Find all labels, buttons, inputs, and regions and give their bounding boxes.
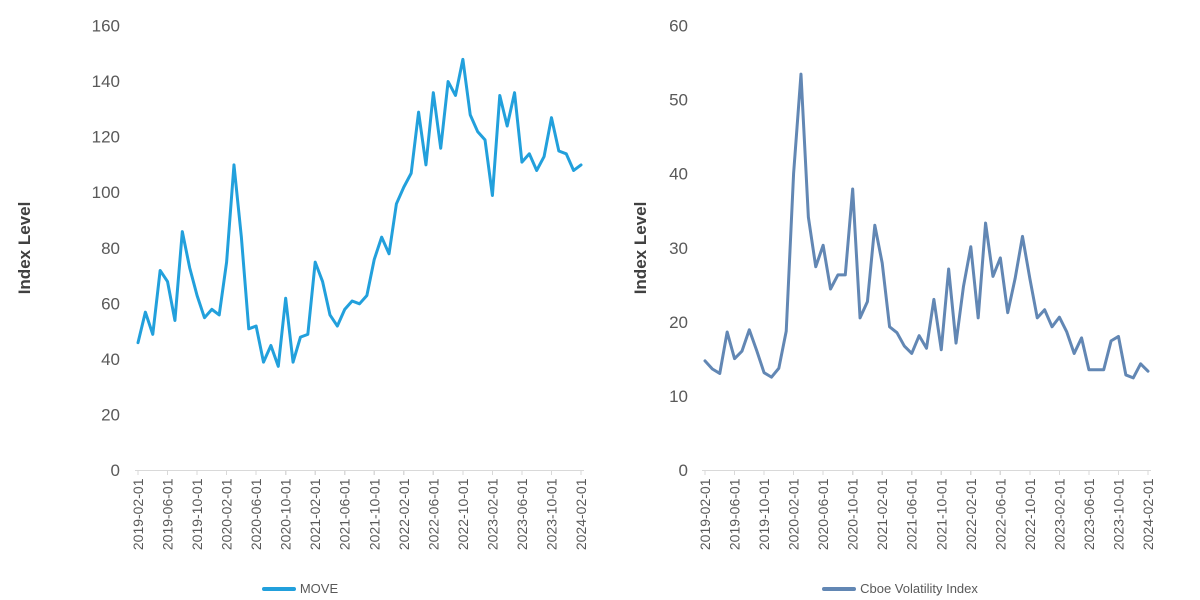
y-axis-title: Index Level [631, 202, 650, 295]
svg-text:2022-02-01: 2022-02-01 [396, 478, 412, 550]
svg-text:2019-02-01: 2019-02-01 [697, 478, 713, 550]
svg-text:2021-06-01: 2021-06-01 [904, 478, 920, 550]
svg-text:2020-02-01: 2020-02-01 [219, 478, 235, 550]
svg-text:30: 30 [669, 239, 688, 258]
vix-legend: Cboe Volatility Index [600, 581, 1200, 596]
svg-text:0: 0 [111, 461, 120, 480]
svg-text:10: 10 [669, 387, 688, 406]
svg-text:2019-02-01: 2019-02-01 [130, 478, 146, 550]
svg-text:60: 60 [101, 294, 120, 313]
series-line [136, 57, 583, 368]
y-axis-title: Index Level [15, 202, 34, 295]
svg-text:2020-10-01: 2020-10-01 [278, 478, 294, 550]
svg-text:2021-10-01: 2021-10-01 [366, 478, 382, 550]
x-axis-tick-labels: 2019-02-01 2019-06-01 2019-10-01 2020-02-01… [130, 478, 589, 550]
svg-text:2022-10-01: 2022-10-01 [455, 478, 471, 550]
svg-text:80: 80 [101, 239, 120, 258]
svg-text:100: 100 [92, 183, 120, 202]
svg-text:2023-02-01: 2023-02-01 [1051, 478, 1067, 550]
svg-text:Index Level: Index Level [631, 202, 650, 295]
svg-text:60: 60 [669, 17, 688, 36]
svg-text:2023-10-01: 2023-10-01 [543, 478, 559, 550]
svg-text:2021-10-01: 2021-10-01 [933, 478, 949, 550]
svg-text:50: 50 [669, 91, 688, 110]
svg-text:2024-02-01: 2024-02-01 [1140, 478, 1156, 550]
svg-text:40: 40 [101, 350, 120, 369]
svg-text:2023-06-01: 2023-06-01 [514, 478, 530, 550]
svg-text:140: 140 [92, 72, 120, 91]
svg-text:2020-06-01: 2020-06-01 [248, 478, 264, 550]
x-axis [702, 469, 1151, 475]
x-axis [135, 469, 584, 475]
svg-text:2022-06-01: 2022-06-01 [992, 478, 1008, 550]
svg-text:Index Level: Index Level [15, 202, 34, 295]
svg-text:2022-02-01: 2022-02-01 [963, 478, 979, 550]
y-axis-tick-labels: 0 20 40 60 80 100 120 140 160 [92, 17, 120, 481]
series-line [703, 72, 1150, 380]
vix-legend-line-swatch [822, 586, 857, 591]
svg-text:0: 0 [679, 461, 688, 480]
move-legend: MOVE [0, 581, 600, 596]
svg-text:2021-06-01: 2021-06-01 [337, 478, 353, 550]
svg-text:2019-10-01: 2019-10-01 [189, 478, 205, 550]
svg-text:2023-10-01: 2023-10-01 [1110, 478, 1126, 550]
vix-chart-panel: Index Level 0 10 20 30 40 50 60 2019-02-01 2019-0… [600, 0, 1200, 600]
svg-text:20: 20 [669, 313, 688, 332]
svg-text:2020-02-01: 2020-02-01 [786, 478, 802, 550]
svg-text:160: 160 [92, 17, 120, 36]
svg-text:2023-02-01: 2023-02-01 [484, 478, 500, 550]
vix-legend-label: Cboe Volatility Index [860, 581, 978, 596]
move-chart-panel: Index Level 0 20 40 60 80 100 120 140 160 2019-02-… [0, 17, 600, 597]
svg-text:2021-02-01: 2021-02-01 [874, 478, 890, 550]
svg-text:20: 20 [101, 405, 120, 424]
svg-text:40: 40 [669, 165, 688, 184]
svg-text:2020-06-01: 2020-06-01 [815, 478, 831, 550]
move-legend-line-swatch [261, 586, 296, 591]
svg-text:2019-06-01: 2019-06-01 [160, 478, 176, 550]
svg-text:2023-06-01: 2023-06-01 [1081, 478, 1097, 550]
svg-text:2022-06-01: 2022-06-01 [425, 478, 441, 550]
y-axis-tick-labels: 0 10 20 30 40 50 60 [669, 17, 688, 481]
x-axis-tick-labels: 2019-02-01 2019-06-01 2019-10-01 2020-02-01… [697, 478, 1156, 550]
svg-text:2019-06-01: 2019-06-01 [727, 478, 743, 550]
svg-text:2024-02-01: 2024-02-01 [573, 478, 589, 550]
move-legend-label: MOVE [299, 581, 339, 596]
svg-text:2019-10-01: 2019-10-01 [756, 478, 772, 550]
svg-text:2022-10-01: 2022-10-01 [1022, 478, 1038, 550]
svg-text:2020-10-01: 2020-10-01 [845, 478, 861, 550]
svg-text:2021-02-01: 2021-02-01 [307, 478, 323, 550]
svg-text:120: 120 [92, 128, 120, 147]
move-line-chart: Index Level 0 20 40 60 80 100 120 140 160 2019-02-… [15, 17, 589, 551]
